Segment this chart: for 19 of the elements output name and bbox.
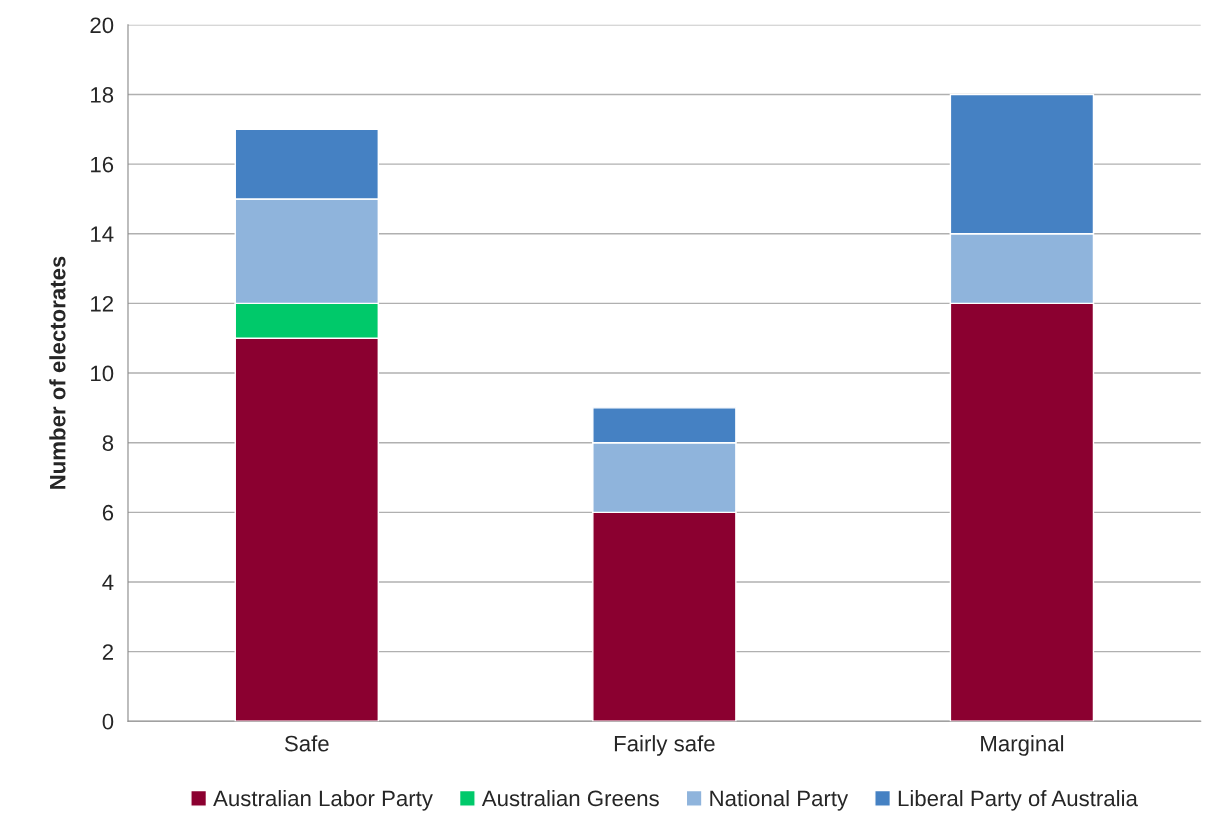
y-tick-label: 14 bbox=[91, 226, 114, 242]
y-tick-label: 0 bbox=[102, 713, 114, 730]
x-tick-label: Fairly safe bbox=[614, 735, 715, 756]
legend-label: National Party bbox=[710, 789, 849, 811]
y-tick-label: 16 bbox=[91, 156, 114, 173]
y-tick-label: 10 bbox=[91, 365, 114, 382]
legend-label: Australian Labor Party bbox=[213, 789, 433, 811]
y-axis-title: Number of electorates bbox=[49, 256, 66, 489]
y-tick-label: 18 bbox=[91, 87, 114, 103]
y-tick-label: 12 bbox=[91, 295, 113, 312]
y-tick-label: 20 bbox=[90, 17, 114, 34]
legend-label: Liberal Party of Australia bbox=[898, 789, 1138, 811]
y-tick-label: 6 bbox=[102, 504, 114, 521]
y-tick-label: 8 bbox=[102, 435, 114, 451]
x-tick-label: Marginal bbox=[981, 735, 1064, 756]
x-tick-label: Safe bbox=[284, 735, 329, 752]
y-tick-label: 2 bbox=[102, 644, 113, 660]
y-tick-label: 4 bbox=[102, 574, 114, 591]
legend-label: Australian Greens bbox=[481, 789, 659, 807]
